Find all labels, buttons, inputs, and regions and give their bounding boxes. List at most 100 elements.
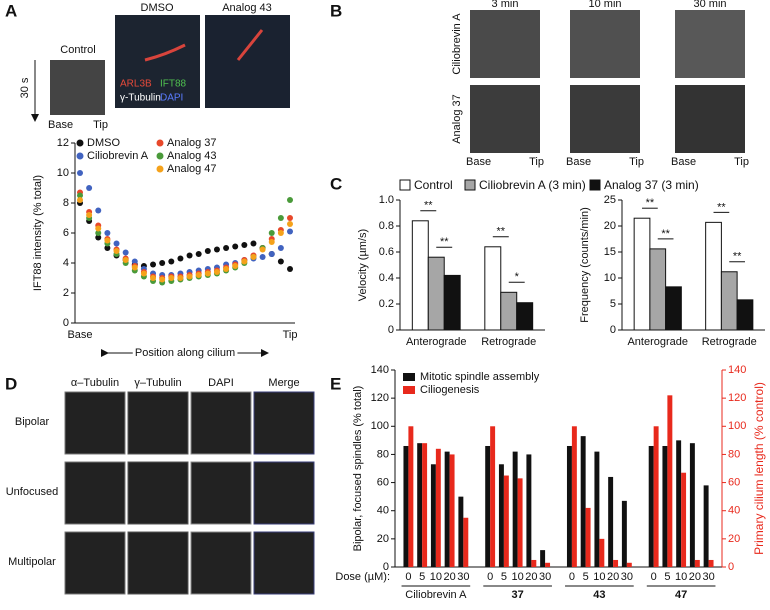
y2-tick-label: 100 xyxy=(728,420,746,432)
legend-label: Analog 43 xyxy=(167,150,217,162)
data-point xyxy=(95,207,102,214)
micrograph xyxy=(127,531,189,595)
bar xyxy=(490,426,496,567)
bar xyxy=(512,451,518,567)
y-tick-label: 6 xyxy=(63,227,69,239)
label: DMSO xyxy=(141,2,174,14)
data-point xyxy=(95,230,102,236)
data-point xyxy=(195,251,202,257)
bar xyxy=(662,445,668,567)
data-point xyxy=(95,225,102,232)
data-point xyxy=(186,252,193,259)
bar xyxy=(580,436,586,567)
bar xyxy=(458,496,464,567)
panel-label: B xyxy=(330,1,342,20)
data-point xyxy=(177,255,184,262)
bar xyxy=(435,448,441,567)
x-tick-label: 20 xyxy=(525,571,537,583)
bar xyxy=(540,550,546,567)
x-tick-label: 30 xyxy=(457,571,469,583)
bar xyxy=(463,517,469,567)
bar xyxy=(689,443,695,567)
data-point xyxy=(223,266,230,272)
x-tick-label: 20 xyxy=(443,571,455,583)
end-label: Tip xyxy=(93,119,108,131)
bar xyxy=(599,538,605,567)
x-axis-label: Position along cilium xyxy=(135,347,235,359)
significance: ** xyxy=(717,201,726,213)
micrograph xyxy=(190,461,252,525)
legend-marker xyxy=(76,152,84,160)
bar xyxy=(498,464,504,567)
data-point xyxy=(287,266,293,272)
y-axis-label: Bipolar, focused spindles (% total) xyxy=(352,386,364,552)
end-label: Base xyxy=(466,156,491,168)
end-label: Base xyxy=(671,156,696,168)
data-point xyxy=(259,246,266,253)
bar xyxy=(720,271,738,331)
bar xyxy=(648,445,654,567)
significance: ** xyxy=(424,200,433,212)
legend-marker xyxy=(156,139,164,147)
micrograph xyxy=(253,461,315,525)
legend-marker xyxy=(399,179,411,191)
bar xyxy=(703,485,709,567)
y-tick-label: 0 xyxy=(383,561,389,573)
y-axis-label: Velocity (µm/s) xyxy=(357,229,369,301)
bar xyxy=(705,221,722,331)
label: 30 min xyxy=(693,0,726,10)
data-point xyxy=(159,276,166,283)
legend-label: Control xyxy=(414,178,453,192)
y-axis-label: IFT88 intensity (% total) xyxy=(32,175,44,291)
y2-tick-label: 60 xyxy=(728,476,740,488)
bar xyxy=(653,426,659,567)
bar xyxy=(626,562,632,567)
row-label: Analog 37 xyxy=(451,94,463,144)
x-tick-label: 20 xyxy=(689,571,701,583)
y-tick-label: 25 xyxy=(604,194,616,206)
micrograph xyxy=(127,391,189,455)
bar xyxy=(694,559,700,567)
legend-label: Analog 37 (3 min) xyxy=(604,178,699,192)
micrograph xyxy=(64,391,126,455)
micrograph xyxy=(190,391,252,455)
y2-tick-label: 20 xyxy=(728,533,740,545)
data-point xyxy=(232,243,239,250)
x-tick-label: Retrograde xyxy=(481,336,536,348)
y-tick-label: 2 xyxy=(63,287,69,299)
data-point xyxy=(77,197,83,203)
data-point xyxy=(113,240,120,247)
data-point xyxy=(287,197,293,203)
significance: ** xyxy=(733,251,742,263)
panel-label: D xyxy=(5,374,17,393)
legend-marker xyxy=(156,165,164,173)
bar xyxy=(681,472,687,567)
x-tick-label: 10 xyxy=(593,571,605,583)
label: Bipolar xyxy=(15,416,50,428)
significance: ** xyxy=(440,236,449,248)
end-label: Tip xyxy=(529,156,544,168)
y-tick-label: 0.4 xyxy=(379,272,394,284)
x-tick-label: 30 xyxy=(702,571,714,583)
data-point xyxy=(104,245,111,251)
y-tick-label: 10 xyxy=(604,272,616,284)
y2-tick-label: 140 xyxy=(728,364,746,376)
y-tick-label: 1.0 xyxy=(379,194,394,206)
significance: * xyxy=(515,271,520,283)
micrographs xyxy=(31,10,745,153)
y-tick-label: 120 xyxy=(371,392,389,404)
stain-label: IFT88 xyxy=(160,79,187,90)
panel-label: C xyxy=(330,174,342,193)
group-label: 43 xyxy=(593,589,605,601)
panel-label: E xyxy=(330,374,341,393)
data-point xyxy=(159,260,166,266)
micrograph xyxy=(253,391,315,455)
micrograph xyxy=(64,461,126,525)
legend-marker xyxy=(589,179,601,191)
bar xyxy=(649,248,667,331)
data-point xyxy=(113,248,120,254)
bar xyxy=(422,443,428,567)
data-point xyxy=(204,248,211,254)
data-point xyxy=(131,258,138,265)
bar xyxy=(484,246,502,331)
